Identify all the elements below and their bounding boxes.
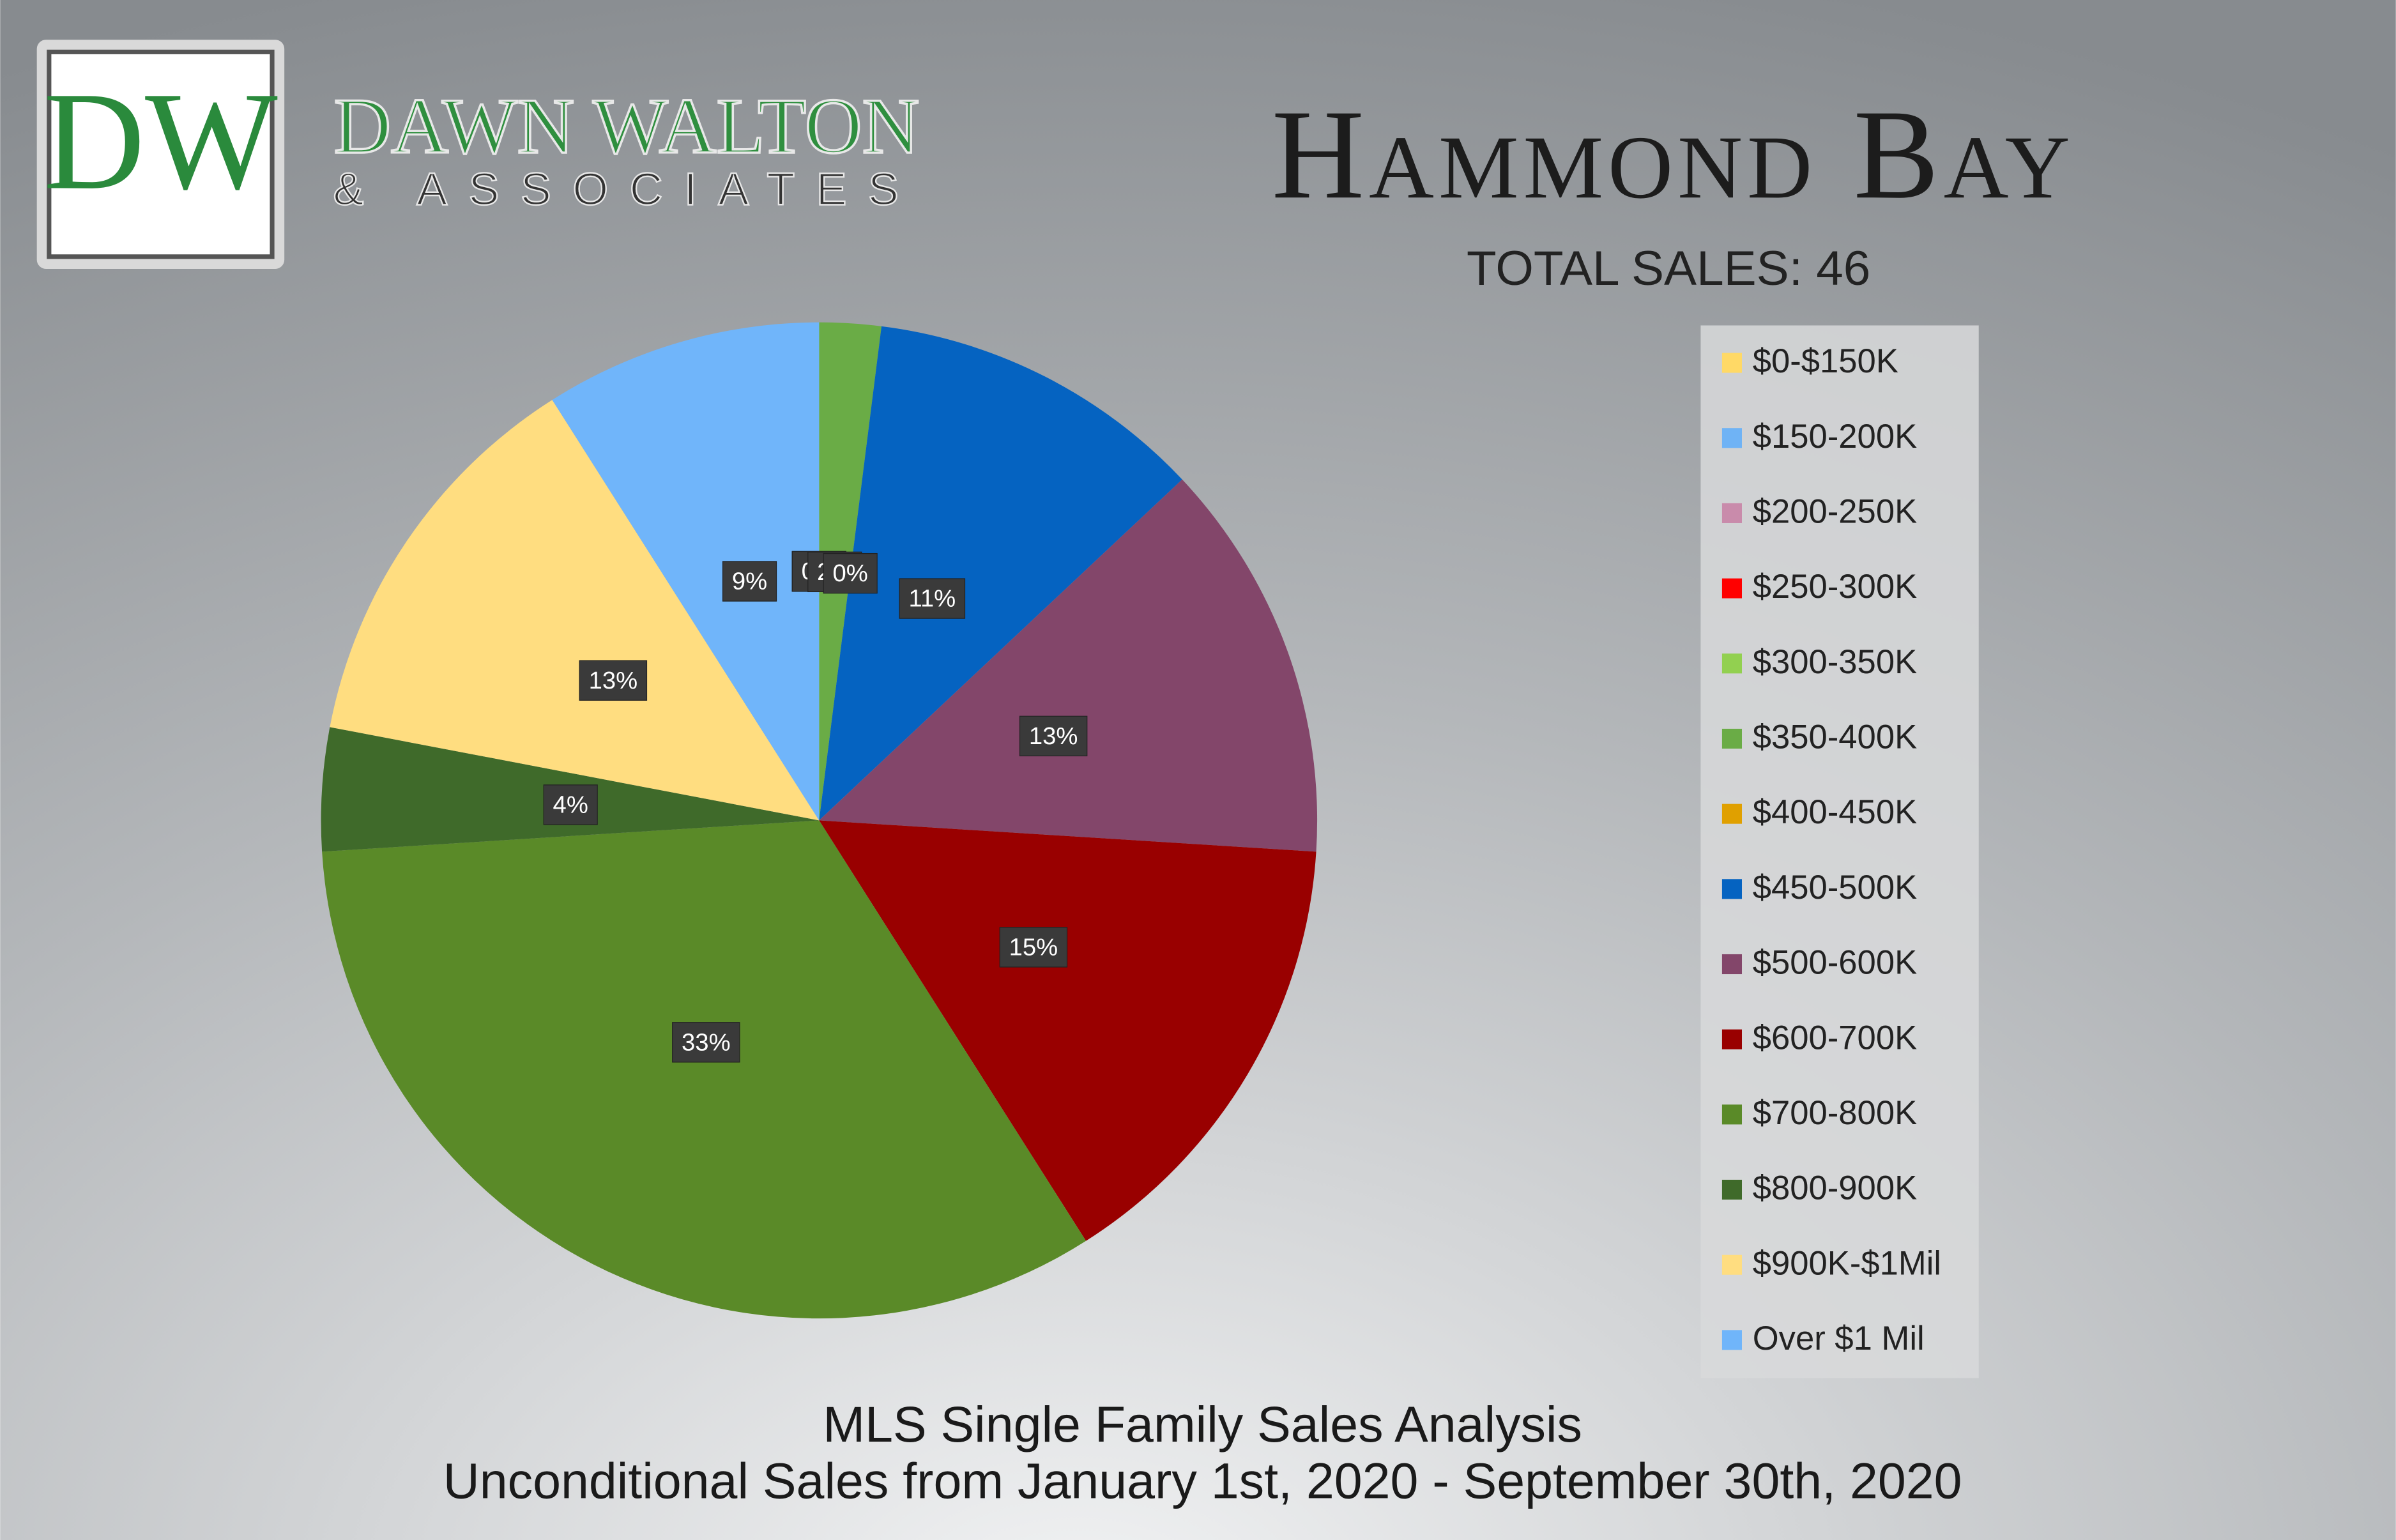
logo-initials: DW: [43, 63, 278, 218]
footer-line: Unconditional Sales from January 1st, 20…: [443, 1453, 1962, 1509]
data-label-box: [672, 1022, 740, 1063]
data-label: 15%: [1009, 933, 1058, 961]
pie-slice: [819, 479, 1318, 852]
legend-label: $0-$150K: [1753, 342, 1898, 380]
pie-slice: [819, 820, 1316, 1241]
chart-title: Hammond Bay: [1272, 84, 2075, 225]
legend-box: [1700, 325, 1979, 1378]
legend-label: $150-200K: [1753, 418, 1917, 455]
legend-label: $450-500K: [1753, 869, 1917, 906]
legend-swatch: [1721, 1330, 1743, 1350]
data-label: 13%: [589, 667, 638, 694]
data-label: 11%: [908, 585, 956, 613]
data-label-box: [579, 660, 648, 701]
legend-swatch: [1721, 1029, 1743, 1049]
data-label: 0%: [833, 560, 868, 587]
legend-swatch: [1721, 1104, 1743, 1125]
legend-label: $200-250K: [1753, 493, 1917, 531]
legend-swatch: [1721, 353, 1743, 373]
legend-swatch: [1721, 653, 1743, 674]
legend-swatch: [1721, 1254, 1743, 1275]
data-label-box: [999, 927, 1068, 968]
legend-label: $250-300K: [1753, 568, 1917, 606]
data-label: 33%: [682, 1028, 731, 1056]
legend-label: $600-700K: [1753, 1019, 1917, 1056]
data-label: 9%: [732, 568, 767, 595]
legend-label: $900K-$1Mil: [1753, 1244, 1941, 1282]
chart-subtitle: TOTAL SALES: 46: [1467, 241, 1870, 296]
legend-swatch: [1721, 1179, 1743, 1200]
legend-swatch: [1721, 503, 1743, 523]
legend-swatch: [1721, 728, 1743, 749]
legend-swatch: [1721, 428, 1743, 448]
legend-label: $400-450K: [1753, 793, 1917, 831]
legend-swatch: [1721, 804, 1743, 824]
legend-label: $300-350K: [1753, 643, 1917, 681]
legend-label: $500-600K: [1753, 944, 1917, 982]
logo-box: [47, 49, 275, 259]
pie-slice: [330, 400, 820, 821]
pie-slice: [552, 322, 820, 821]
footer-line: MLS Single Family Sales Analysis: [823, 1396, 1582, 1452]
legend-label: $350-400K: [1753, 719, 1917, 756]
legend-label: $800-900K: [1753, 1170, 1917, 1207]
legend-swatch: [1721, 954, 1743, 975]
pie-slice: [819, 326, 1182, 821]
legend-label: $700-800K: [1753, 1094, 1917, 1132]
data-label-box: [543, 784, 598, 825]
data-label: 4%: [553, 791, 588, 818]
data-label-box: [722, 561, 777, 602]
logo-name: DAWN WALTON: [333, 82, 919, 170]
data-label-box: [823, 553, 878, 594]
pie-slice: [322, 820, 1087, 1319]
legend-swatch: [1721, 879, 1743, 899]
data-label-box: [1019, 715, 1088, 757]
logo-tagline: & ASSOCIATES: [333, 164, 920, 215]
legend-swatch: [1721, 578, 1743, 598]
data-label: 13%: [1029, 722, 1078, 750]
data-label-box: [899, 578, 966, 619]
legend-label: Over $1 Mil: [1753, 1320, 1925, 1357]
